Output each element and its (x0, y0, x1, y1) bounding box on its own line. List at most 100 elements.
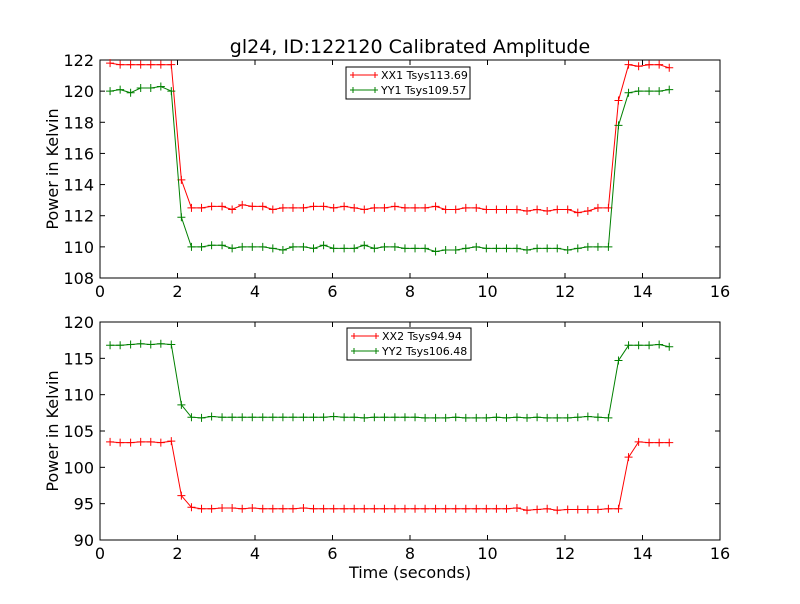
y-axis-label: Power in Kelvin (43, 108, 62, 229)
data-point (411, 504, 420, 513)
data-point (441, 205, 450, 214)
data-point (238, 200, 247, 209)
data-point (106, 437, 115, 446)
data-point (502, 244, 511, 253)
x-tick-label: 12 (555, 282, 575, 301)
data-point (177, 213, 186, 222)
data-point (553, 244, 562, 253)
data-point (380, 242, 389, 251)
data-point (156, 339, 165, 348)
data-point (411, 203, 420, 212)
data-point (167, 437, 176, 446)
data-point (431, 202, 440, 211)
data-point (268, 244, 277, 253)
x-axis-label: Time (seconds) (348, 563, 471, 582)
data-point (482, 413, 491, 422)
data-point (593, 413, 602, 422)
y-tick-label: 112 (63, 207, 94, 226)
data-point (268, 504, 277, 513)
data-point (583, 505, 592, 514)
data-point (248, 413, 257, 422)
data-point (360, 241, 369, 250)
x-tick-label: 6 (327, 282, 337, 301)
data-point (278, 245, 287, 254)
data-point (624, 60, 633, 69)
y-tick-label: 105 (63, 422, 94, 441)
data-point (340, 504, 349, 513)
data-point (472, 242, 481, 251)
data-point (461, 244, 470, 253)
data-point (370, 413, 379, 422)
data-point (370, 244, 379, 253)
data-point (360, 504, 369, 513)
data-point (126, 340, 135, 349)
data-point (553, 413, 562, 422)
data-point (533, 505, 542, 514)
data-point (238, 242, 247, 251)
subplot-1: 0 2 4 6 8 10 12 14 16 108 110 112 114 116 118 120 122 Pow… (43, 51, 730, 301)
data-point (634, 341, 643, 350)
data-point (258, 202, 267, 211)
data-point (258, 413, 267, 422)
data-point (400, 504, 409, 513)
data-point (380, 504, 389, 513)
data-point (533, 413, 542, 422)
data-point (614, 504, 623, 513)
data-point (258, 242, 267, 251)
data-point (533, 244, 542, 253)
data-point (461, 203, 470, 212)
data-point (197, 413, 206, 422)
data-point (197, 242, 206, 251)
series-2 (106, 82, 674, 256)
y-tick-label: 120 (63, 82, 94, 101)
data-point (411, 413, 420, 422)
subplot-2: 0 2 4 6 8 10 12 14 16 90 95 100 105 110 115 120 Power in… (43, 313, 730, 582)
legend-entry-label: XX1 Tsys113.69 (381, 69, 468, 82)
data-point (624, 88, 633, 97)
data-point (238, 413, 247, 422)
data-point (400, 413, 409, 422)
data-point (400, 203, 409, 212)
data-point (573, 505, 582, 514)
data-point (187, 503, 196, 512)
data-point (106, 87, 115, 96)
data-point (299, 242, 308, 251)
data-point (461, 413, 470, 422)
legend-swatch-marker (350, 72, 356, 78)
y-tick-label: 116 (63, 144, 94, 163)
data-point (512, 244, 521, 253)
data-point (340, 413, 349, 422)
data-point (299, 413, 308, 422)
x-tick-label: 4 (250, 544, 260, 563)
data-point (543, 244, 552, 253)
chart-title: gl24, ID:122120 Calibrated Amplitude (230, 36, 590, 58)
y-tick-label: 108 (63, 269, 94, 288)
legend-swatch-marker (373, 348, 379, 354)
data-point (502, 205, 511, 214)
data-point (665, 63, 674, 72)
data-point (563, 413, 572, 422)
data-point (248, 242, 257, 251)
data-point (553, 205, 562, 214)
data-point (228, 244, 237, 253)
x-tick-label: 16 (710, 544, 730, 563)
data-point (288, 504, 297, 513)
data-point (492, 205, 501, 214)
data-point (573, 413, 582, 422)
data-point (431, 247, 440, 256)
data-point (187, 242, 196, 251)
data-point (319, 241, 328, 250)
data-point (197, 504, 206, 513)
data-point (207, 504, 216, 513)
data-point (665, 85, 674, 94)
legend: XX2 Tsys94.94 YY2 Tsys106.48 (346, 327, 472, 361)
data-point (563, 505, 572, 514)
chart-panels: 0 2 4 6 8 10 12 14 16108110112114116118120122Pow… (43, 51, 730, 582)
data-point (634, 437, 643, 446)
data-point (350, 244, 359, 253)
x-tick-label: 0 (95, 544, 105, 563)
y-tick-label: 120 (63, 313, 94, 332)
data-point (238, 504, 247, 513)
data-point (482, 244, 491, 253)
